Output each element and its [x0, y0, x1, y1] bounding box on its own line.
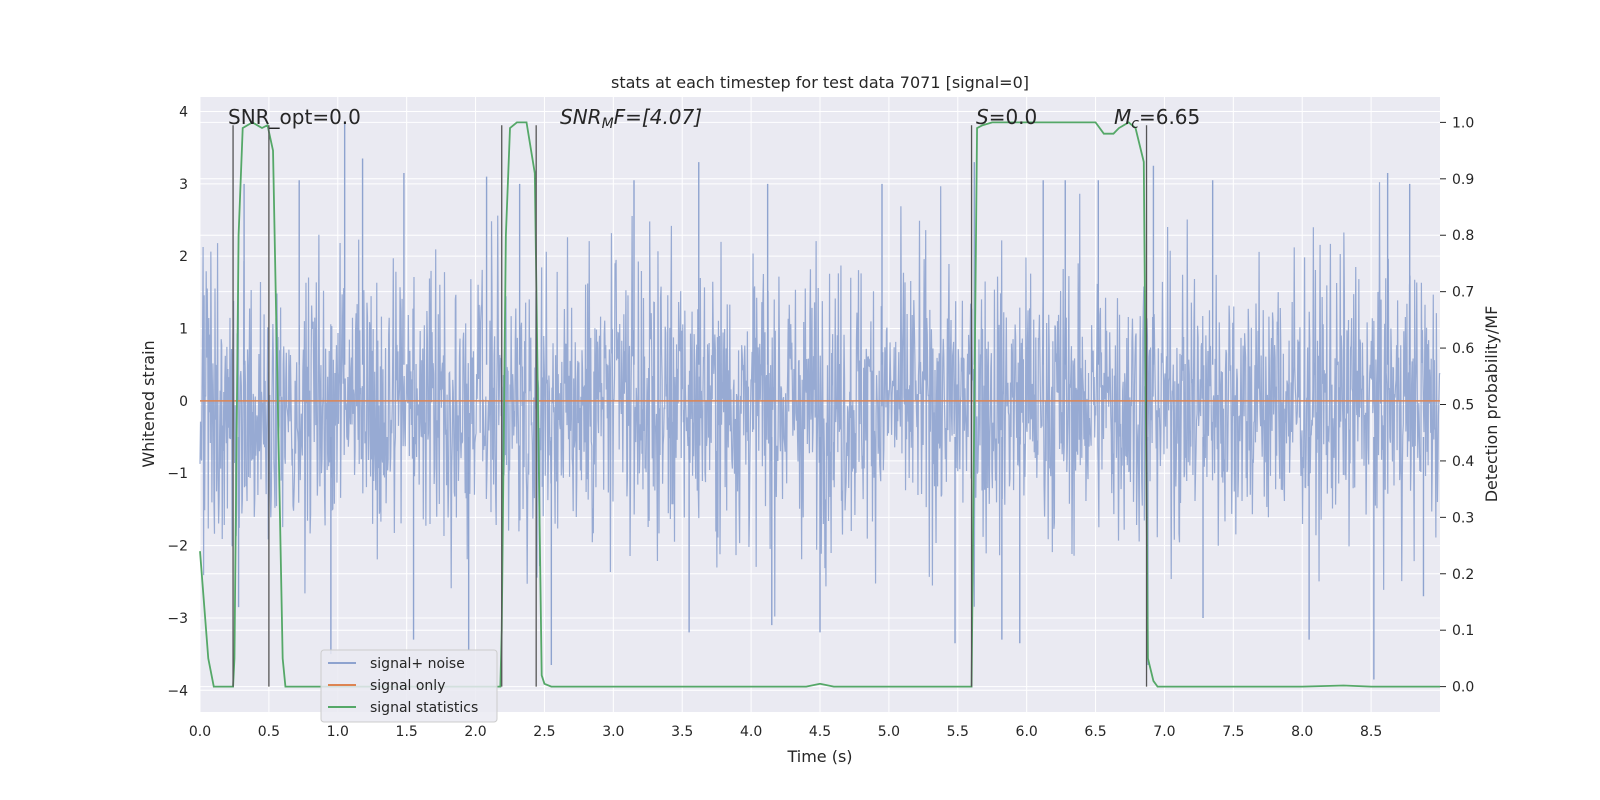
x-tick-label-16: 8.0 — [1291, 724, 1313, 740]
lines-layer — [199, 121, 1440, 688]
x-tick-label-9: 4.5 — [809, 724, 831, 740]
annotation-snr-mf-sub: M — [602, 116, 614, 132]
x-tick-label-0: 0.0 — [189, 724, 211, 740]
y-tick-label-2: −2 — [167, 539, 188, 555]
signal-noise-series — [199, 122, 1441, 680]
legend-label-signal-only: signal only — [370, 678, 445, 694]
y2-tick-label-0: 0.0 — [1452, 680, 1474, 696]
y-tick-label-6: 2 — [179, 249, 188, 265]
annotation-mc-prefix: M — [1114, 105, 1131, 129]
vertical-markers — [232, 125, 1148, 687]
legend: signal+ noise signal only signal statist… — [320, 649, 498, 723]
y2-tick-label-3: 0.3 — [1452, 510, 1474, 526]
y2-tick-label-1: 0.1 — [1452, 623, 1474, 639]
x-tick-label-14: 7.0 — [1153, 724, 1175, 740]
y-axis-label: Whitened strain — [139, 340, 158, 467]
x-axis-label: Time (s) — [786, 747, 852, 766]
x-tick-label-11: 5.5 — [947, 724, 969, 740]
x-tick-label-13: 6.5 — [1084, 724, 1106, 740]
x-tick-label-1: 0.5 — [258, 724, 280, 740]
annotation-mc-value: =6.65 — [1139, 105, 1200, 129]
x-tick-label-10: 5.0 — [878, 724, 900, 740]
y2-axis-label: Detection probability/MF — [1482, 306, 1501, 503]
series-signal-noise-line — [199, 182, 1441, 617]
y-tick-label-3: −1 — [167, 466, 188, 482]
x-tick-label-4: 2.0 — [464, 724, 486, 740]
annotation-s-prefix: S — [976, 105, 989, 129]
y2-tick-label-7: 0.7 — [1452, 285, 1474, 301]
x-tick-label-7: 3.5 — [671, 724, 693, 740]
legend-label-signal-noise: signal+ noise — [370, 656, 465, 672]
y-tick-label-7: 3 — [179, 177, 188, 193]
y2-tick-label-2: 0.2 — [1452, 567, 1474, 583]
annotation-snr-mf-suffix: F=[4.07] — [614, 105, 702, 129]
y2-tick-label-5: 0.5 — [1452, 398, 1474, 414]
x-tick-label-8: 4.0 — [740, 724, 762, 740]
x-tick-label-17: 8.5 — [1360, 724, 1382, 740]
x-tick-label-2: 1.0 — [327, 724, 349, 740]
y-tick-label-5: 1 — [179, 322, 188, 338]
y2-tick-label-8: 0.8 — [1452, 228, 1474, 244]
x-tick-label-5: 2.5 — [533, 724, 555, 740]
x-tick-label-3: 1.5 — [396, 724, 418, 740]
legend-box — [320, 649, 498, 723]
x-tick-label-15: 7.5 — [1222, 724, 1244, 740]
y2-tick-label-10: 1.0 — [1452, 115, 1474, 131]
y-tick-label-8: 4 — [179, 104, 188, 120]
annotation-snr-mf-prefix: SNR — [560, 105, 602, 129]
y-tick-label-4: 0 — [179, 394, 188, 410]
x-tick-label-6: 3.0 — [602, 724, 624, 740]
tick-labels: 0.0 0.5 1.0 1.5 2.0 2.5 3.0 3.5 4.0 4.5 5.0 5.5 6.0 6… — [167, 104, 1474, 740]
y-tick-label-0: −4 — [167, 683, 188, 699]
y2-tick-label-9: 0.9 — [1452, 172, 1474, 188]
annotation-snr-opt: SNR_opt=0.0 — [228, 105, 361, 129]
annotation-mc: Mc=6.65 — [1114, 105, 1200, 132]
y2-tick-label-4: 0.4 — [1452, 454, 1474, 470]
chart-title: stats at each timestep for test data 707… — [611, 73, 1029, 92]
legend-label-signal-statistics: signal statistics — [370, 700, 478, 716]
series-signal-statistics-line — [199, 121, 1440, 688]
annotation-snr-mf: SNRMF=[4.07] — [560, 105, 702, 132]
y-tick-label-1: −3 — [167, 611, 188, 627]
y2-tick-label-6: 0.6 — [1452, 341, 1474, 357]
annotation-s: S=0.0 — [976, 105, 1037, 129]
annotation-mc-sub: c — [1131, 116, 1139, 132]
annotation-s-value: =0.0 — [989, 105, 1038, 129]
x-tick-label-12: 6.0 — [1016, 724, 1038, 740]
